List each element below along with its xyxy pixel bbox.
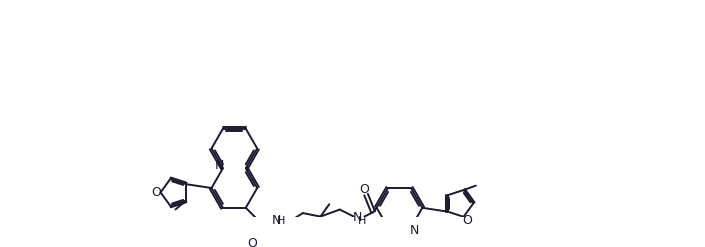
Text: O: O [247,237,257,247]
Text: O: O [152,186,161,199]
Text: O: O [462,214,472,227]
Text: H: H [357,216,366,226]
Text: O: O [360,183,369,196]
Text: N: N [272,214,281,227]
Text: N: N [410,224,419,237]
Text: H: H [277,216,285,226]
Text: N: N [215,159,224,172]
Text: N: N [352,211,362,224]
